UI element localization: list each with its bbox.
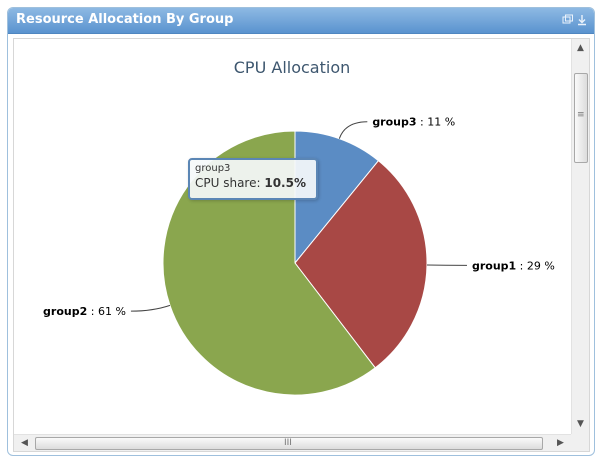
chart-tooltip: group3 CPU share: 10.5% (188, 158, 318, 200)
tooltip-line: CPU share: 10.5% (195, 176, 306, 190)
horizontal-scrollbar[interactable]: ◀ III ▶ (14, 434, 571, 451)
panel-titlebar: Resource Allocation By Group (8, 8, 594, 34)
scrollbar-corner (571, 434, 589, 451)
resource-allocation-panel: Resource Allocation By Group CPU Allocat… (7, 7, 595, 456)
scroll-left-arrow-icon[interactable]: ◀ (21, 438, 28, 448)
horizontal-scroll-thumb[interactable]: III (35, 437, 543, 450)
horizontal-grip-icon: III (284, 438, 292, 448)
connector-group2 (130, 304, 171, 312)
data-label-group2: group2 : 61 % (43, 305, 126, 318)
data-label-group3: group3 : 11 % (372, 116, 455, 129)
panel-title: Resource Allocation By Group (16, 12, 234, 27)
scroll-down-arrow-icon[interactable]: ▼ (577, 419, 584, 429)
chart-title: CPU Allocation (234, 58, 351, 77)
scroll-up-arrow-icon[interactable]: ▲ (577, 43, 584, 53)
download-icon[interactable] (576, 13, 588, 27)
scroll-right-arrow-icon[interactable]: ▶ (557, 438, 564, 448)
pie-slice-group1[interactable] (294, 160, 428, 369)
vertical-scrollbar[interactable]: ▲ ≡ ▼ (571, 39, 589, 434)
tooltip-value: 10.5% (264, 176, 306, 190)
tooltip-series-name: group3 (195, 163, 231, 174)
connector-group3 (338, 121, 368, 139)
chart-container: CPU Allocation group3 : 11 % group1 : 29 … (13, 38, 590, 452)
restore-icon[interactable] (562, 13, 574, 27)
vertical-grip-icon: ≡ (577, 110, 585, 120)
pie-chart: CPU Allocation group3 : 11 % group1 : 29 … (43, 58, 555, 396)
tooltip-label: CPU share: (195, 176, 261, 190)
vertical-scroll-thumb[interactable]: ≡ (574, 73, 588, 163)
data-label-group1: group1 : 29 % (472, 259, 555, 272)
